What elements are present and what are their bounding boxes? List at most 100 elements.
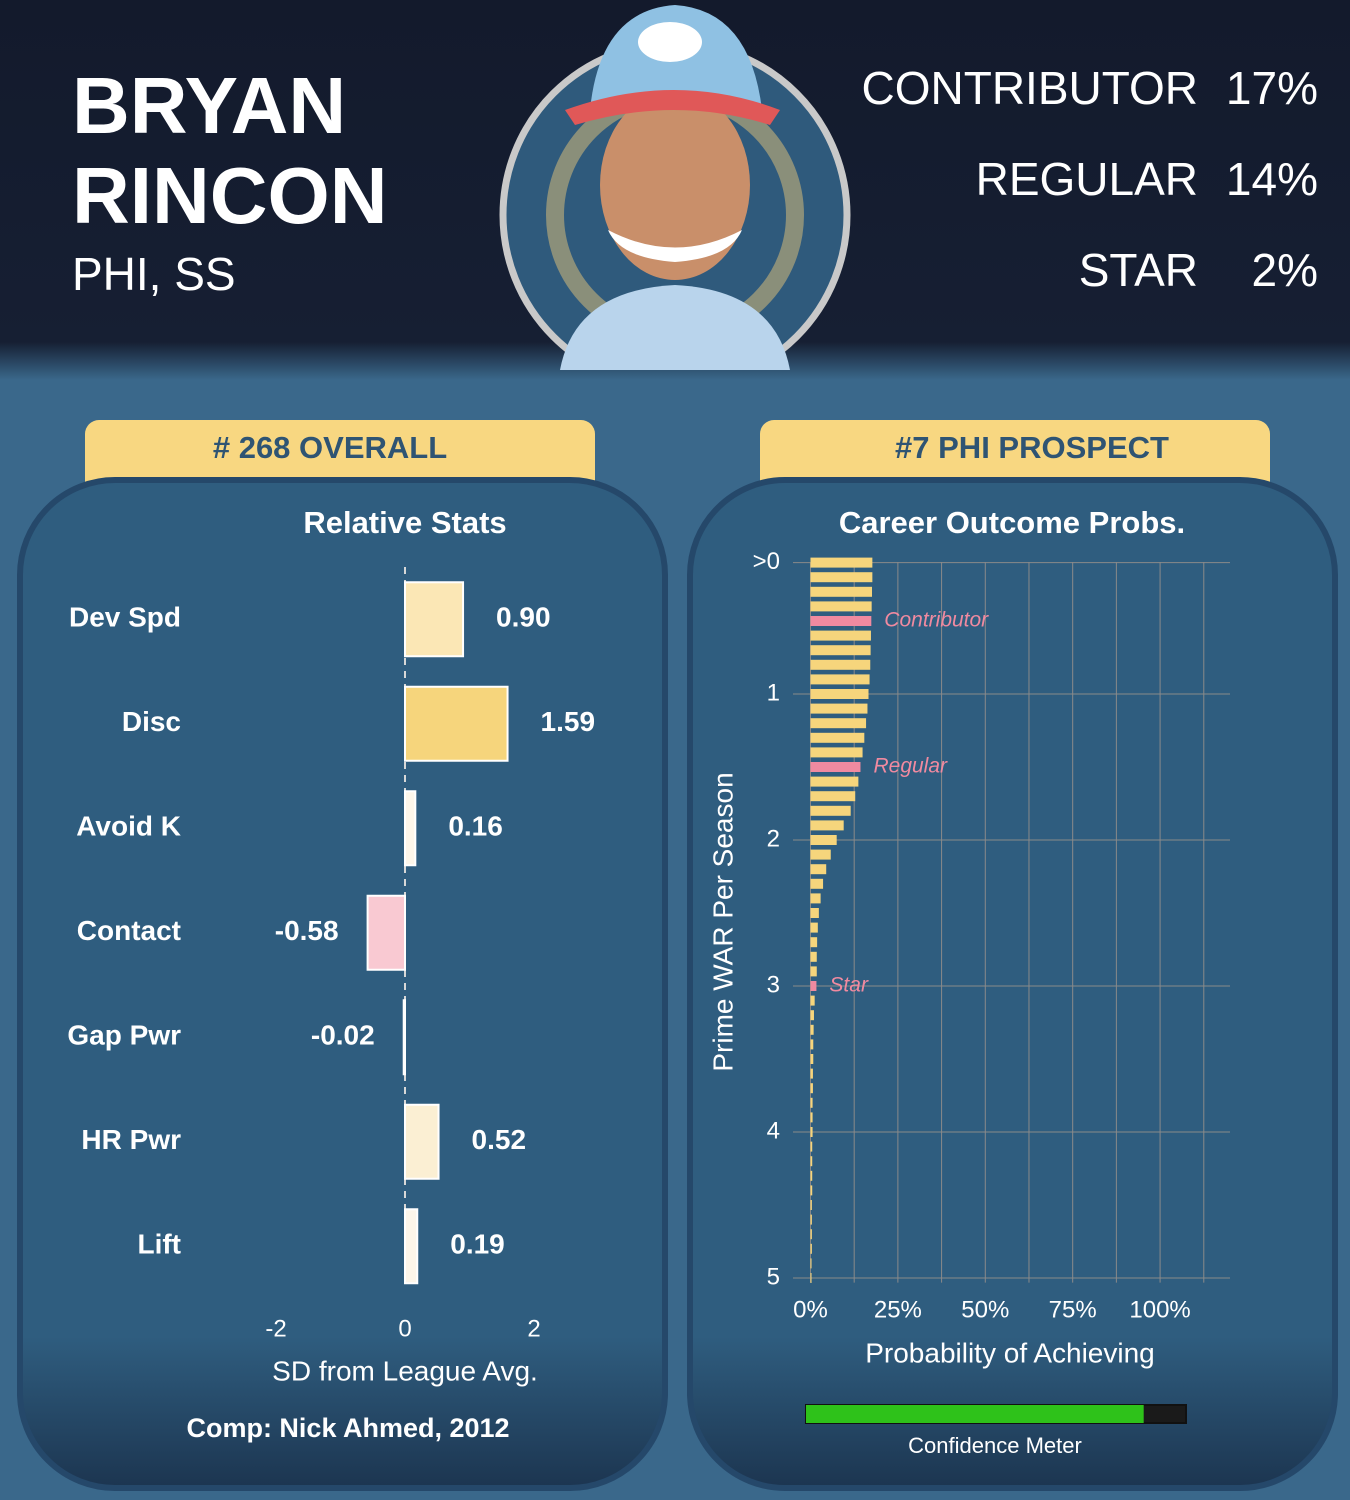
bar: [810, 1156, 813, 1167]
bar: [810, 995, 815, 1006]
bar: [810, 1141, 813, 1152]
x-tick-label: 50%: [961, 1296, 1009, 1323]
bar: [810, 951, 817, 962]
bar: [810, 966, 817, 977]
outcome-value: 2%: [1252, 244, 1318, 296]
bar: [810, 601, 872, 612]
bar: [366, 894, 406, 971]
chart-title: Relative Stats: [303, 505, 506, 540]
player-last-name: RINCON: [72, 151, 388, 240]
chart-title: Career Outcome Probs.: [839, 505, 1185, 540]
value-label: -0.02: [311, 1020, 375, 1051]
bar: [810, 557, 873, 568]
meter-fill: [806, 1405, 1144, 1423]
bar: [810, 1024, 814, 1035]
x-tick-label: 75%: [1049, 1296, 1097, 1323]
x-tick-label: 100%: [1129, 1296, 1190, 1323]
x-tick-label: 0: [398, 1315, 411, 1342]
player-photo: [499, 5, 851, 370]
bar: [810, 1054, 814, 1064]
value-label: 0.19: [450, 1229, 505, 1260]
bar: [810, 1112, 813, 1123]
bar: [810, 908, 819, 918]
outcome-label: REGULAR: [976, 153, 1198, 205]
outcome-value: 17%: [1226, 62, 1318, 114]
bar: [810, 1185, 813, 1196]
bar: [810, 878, 824, 889]
y-tick-label: 1: [767, 679, 780, 706]
y-tick-label: >0: [753, 548, 780, 575]
bar: [810, 689, 869, 699]
bar: [404, 1103, 440, 1180]
annotation: Regular: [873, 755, 948, 778]
y-tick-label: 5: [767, 1263, 780, 1290]
bar: [404, 1208, 419, 1285]
charts: CONTRIBUTOR 17% REGULAR 14% STAR 2% -2 0 2 Dev Sp…: [67, 62, 1318, 1424]
outcome-label: CONTRIBUTOR: [862, 62, 1199, 114]
value-label: 0.16: [448, 811, 503, 842]
bar: [810, 572, 873, 583]
overall-rank: # 268 OVERALL: [213, 430, 447, 465]
y-axis-label: Prime WAR Per Season: [707, 772, 738, 1071]
comp: Comp: Nick Ahmed, 2012: [186, 1413, 509, 1443]
bar: [810, 1243, 812, 1254]
x-tick-label: 0%: [793, 1296, 828, 1323]
category-label: Contact: [77, 915, 181, 946]
bar: [810, 1170, 813, 1181]
bar: [810, 820, 844, 831]
bar: [810, 659, 871, 670]
bar: [810, 630, 871, 641]
bar: [402, 999, 406, 1076]
bar: [810, 805, 851, 816]
bar: [810, 1039, 814, 1050]
annotation: Star: [829, 974, 869, 997]
bar: [810, 1010, 814, 1021]
bar: [404, 581, 465, 658]
category-label: Dev Spd: [69, 602, 181, 633]
outcome-label: STAR: [1079, 244, 1198, 296]
value-label: 0.52: [472, 1124, 527, 1155]
bar: [810, 835, 837, 845]
x-axis-label: SD from League Avg.: [272, 1355, 538, 1386]
bar: [404, 685, 509, 762]
value-label: 0.90: [496, 602, 551, 633]
x-tick-label: 2: [527, 1315, 540, 1342]
y-tick-label: 3: [767, 971, 780, 998]
bar: [810, 937, 818, 948]
bar: [810, 645, 871, 656]
bar: [810, 981, 817, 991]
y-tick-label: 2: [767, 825, 780, 852]
bar: [810, 1214, 812, 1225]
bar: [810, 1068, 813, 1079]
bar: [810, 703, 868, 714]
category-label: Gap Pwr: [67, 1020, 181, 1051]
x-axis-label: Probability of Achieving: [865, 1337, 1155, 1368]
bar: [810, 762, 861, 772]
bar: [810, 893, 821, 904]
bar: [810, 1258, 812, 1269]
bar: [810, 1273, 812, 1283]
bar: [810, 849, 831, 860]
bar: [810, 747, 863, 758]
outcome-panel: [687, 477, 1338, 1491]
x-tick-label: 25%: [874, 1296, 922, 1323]
bar: [810, 864, 827, 875]
bar: [810, 586, 873, 597]
bar: [810, 776, 859, 787]
bar: [404, 790, 417, 867]
x-tick-label: -2: [265, 1315, 286, 1342]
bar: [810, 1083, 813, 1094]
bar: [810, 1127, 813, 1137]
confidence-label: Confidence Meter: [908, 1433, 1082, 1458]
team-position: PHI, SS: [72, 248, 236, 300]
bar: [810, 1229, 812, 1240]
category-label: Avoid K: [76, 811, 181, 842]
value-label: -0.58: [275, 915, 339, 946]
category-label: Disc: [122, 706, 181, 737]
y-tick-label: 4: [767, 1117, 780, 1144]
bar: [810, 1200, 812, 1210]
bar: [810, 791, 856, 802]
annotation: Contributor: [884, 609, 989, 632]
team-rank: #7 PHI PROSPECT: [895, 430, 1169, 465]
